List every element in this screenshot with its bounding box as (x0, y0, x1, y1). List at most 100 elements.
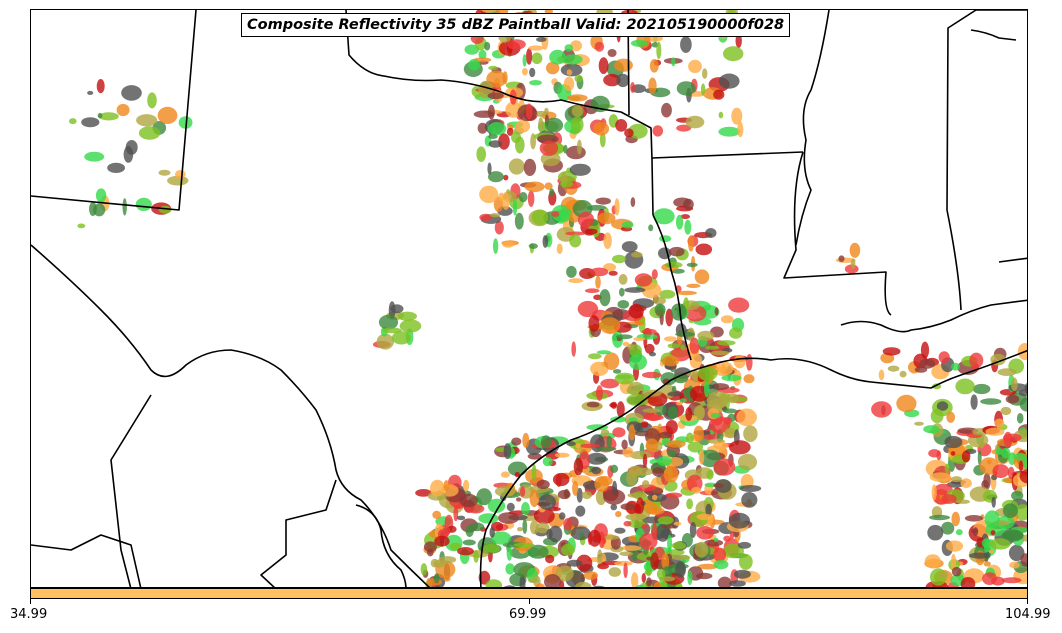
reflectivity-blob (579, 531, 584, 538)
reflectivity-blob (498, 512, 519, 524)
reflectivity-blob (464, 44, 480, 55)
reflectivity-blob (717, 576, 732, 587)
reflectivity-blob (522, 54, 527, 67)
reflectivity-blob (944, 463, 950, 474)
reflectivity-blob (642, 516, 663, 524)
reflectivity-blob (627, 343, 635, 351)
reflectivity-blob (641, 282, 662, 299)
reflectivity-blob (1011, 490, 1024, 501)
reflectivity-blob (571, 341, 576, 357)
reflectivity-blob (981, 479, 989, 489)
reflectivity-blob (705, 228, 717, 238)
reflectivity-blob (956, 499, 970, 504)
reflectivity-blob (649, 352, 656, 357)
reflectivity-blob (667, 391, 682, 397)
reflectivity-blob (630, 82, 635, 93)
map-title: Composite Reflectivity 35 dBZ Paintball … (241, 13, 791, 37)
reflectivity-blob (622, 446, 634, 458)
colorbar-tick-label-mid: 69.99 (509, 607, 547, 622)
reflectivity-blob (568, 278, 584, 284)
reflectivity-blob (936, 450, 942, 461)
reflectivity-blob (555, 565, 574, 582)
reflectivity-blob (686, 262, 698, 267)
reflectivity-blob (729, 531, 735, 539)
reflectivity-blob (654, 303, 666, 316)
reflectivity-blob (624, 128, 634, 138)
reflectivity-blob (643, 414, 664, 421)
reflectivity-blob (492, 238, 499, 254)
colorbar (30, 588, 1028, 599)
reflectivity-blob (479, 185, 499, 204)
reflectivity-blob (964, 515, 984, 522)
reflectivity-blob (476, 488, 493, 506)
reflectivity-blob (969, 552, 991, 559)
reflectivity-blob (581, 491, 593, 500)
reflectivity-blob (1019, 397, 1027, 412)
reflectivity-blob (615, 119, 628, 132)
reflectivity-blob (523, 158, 537, 176)
reflectivity-blob (1020, 553, 1027, 567)
reflectivity-blob (535, 583, 546, 587)
reflectivity-blob (666, 440, 686, 448)
reflectivity-blob (969, 352, 984, 369)
reflectivity-blob (84, 151, 105, 162)
reflectivity-blob (644, 343, 655, 354)
reflectivity-blob (737, 121, 744, 138)
reflectivity-blob (941, 521, 955, 535)
reflectivity-blob (615, 334, 633, 340)
reflectivity-blob (642, 453, 648, 468)
reflectivity-blob (671, 385, 677, 393)
reflectivity-blob (1018, 460, 1024, 472)
reflectivity-blob (1017, 343, 1027, 360)
reflectivity-blob (575, 443, 581, 449)
reflectivity-blob (629, 353, 647, 371)
reflectivity-blob (594, 41, 605, 52)
reflectivity-blob (594, 476, 609, 492)
reflectivity-blob (591, 466, 602, 475)
reflectivity-blob (944, 435, 963, 449)
reflectivity-blob (714, 307, 719, 316)
reflectivity-blob (992, 464, 1010, 479)
reflectivity-blob (691, 487, 702, 494)
reflectivity-blob (653, 208, 675, 225)
reflectivity-blob (500, 471, 510, 478)
reflectivity-blob (473, 550, 479, 563)
reflectivity-blob (914, 421, 924, 426)
reflectivity-blob (649, 59, 659, 73)
reflectivity-blob (723, 408, 738, 414)
reflectivity-blob (1018, 389, 1027, 397)
reflectivity-blob (972, 383, 991, 395)
reflectivity-blob (515, 119, 531, 133)
reflectivity-blob (517, 527, 523, 532)
reflectivity-blob (689, 337, 700, 355)
reflectivity-blob (570, 116, 584, 133)
reflectivity-blob (533, 110, 549, 117)
reflectivity-blob (525, 103, 533, 120)
reflectivity-blob (599, 132, 606, 148)
reflectivity-blob (737, 541, 752, 549)
reflectivity-blob (597, 563, 609, 570)
reflectivity-blob (121, 85, 142, 101)
reflectivity-blob (560, 63, 583, 77)
border-line (998, 257, 1027, 263)
reflectivity-blob (713, 547, 727, 562)
border-line (110, 394, 152, 587)
reflectivity-blob (882, 347, 901, 356)
reflectivity-blob (627, 492, 648, 499)
reflectivity-blob (685, 115, 705, 129)
reflectivity-blob (519, 574, 526, 587)
reflectivity-blob (507, 39, 526, 50)
reflectivity-blob (950, 451, 956, 456)
reflectivity-blob (89, 202, 97, 216)
reflectivity-blob (545, 117, 564, 133)
reflectivity-blob (576, 487, 583, 503)
reflectivity-blob (706, 391, 729, 410)
reflectivity-blob (600, 429, 610, 437)
reflectivity-blob (739, 485, 762, 492)
reflectivity-blob (648, 77, 657, 95)
reflectivity-blob (521, 502, 530, 515)
reflectivity-blob (565, 231, 586, 236)
border-line (710, 349, 1027, 389)
reflectivity-blob (641, 328, 657, 335)
reflectivity-blob (671, 57, 676, 67)
